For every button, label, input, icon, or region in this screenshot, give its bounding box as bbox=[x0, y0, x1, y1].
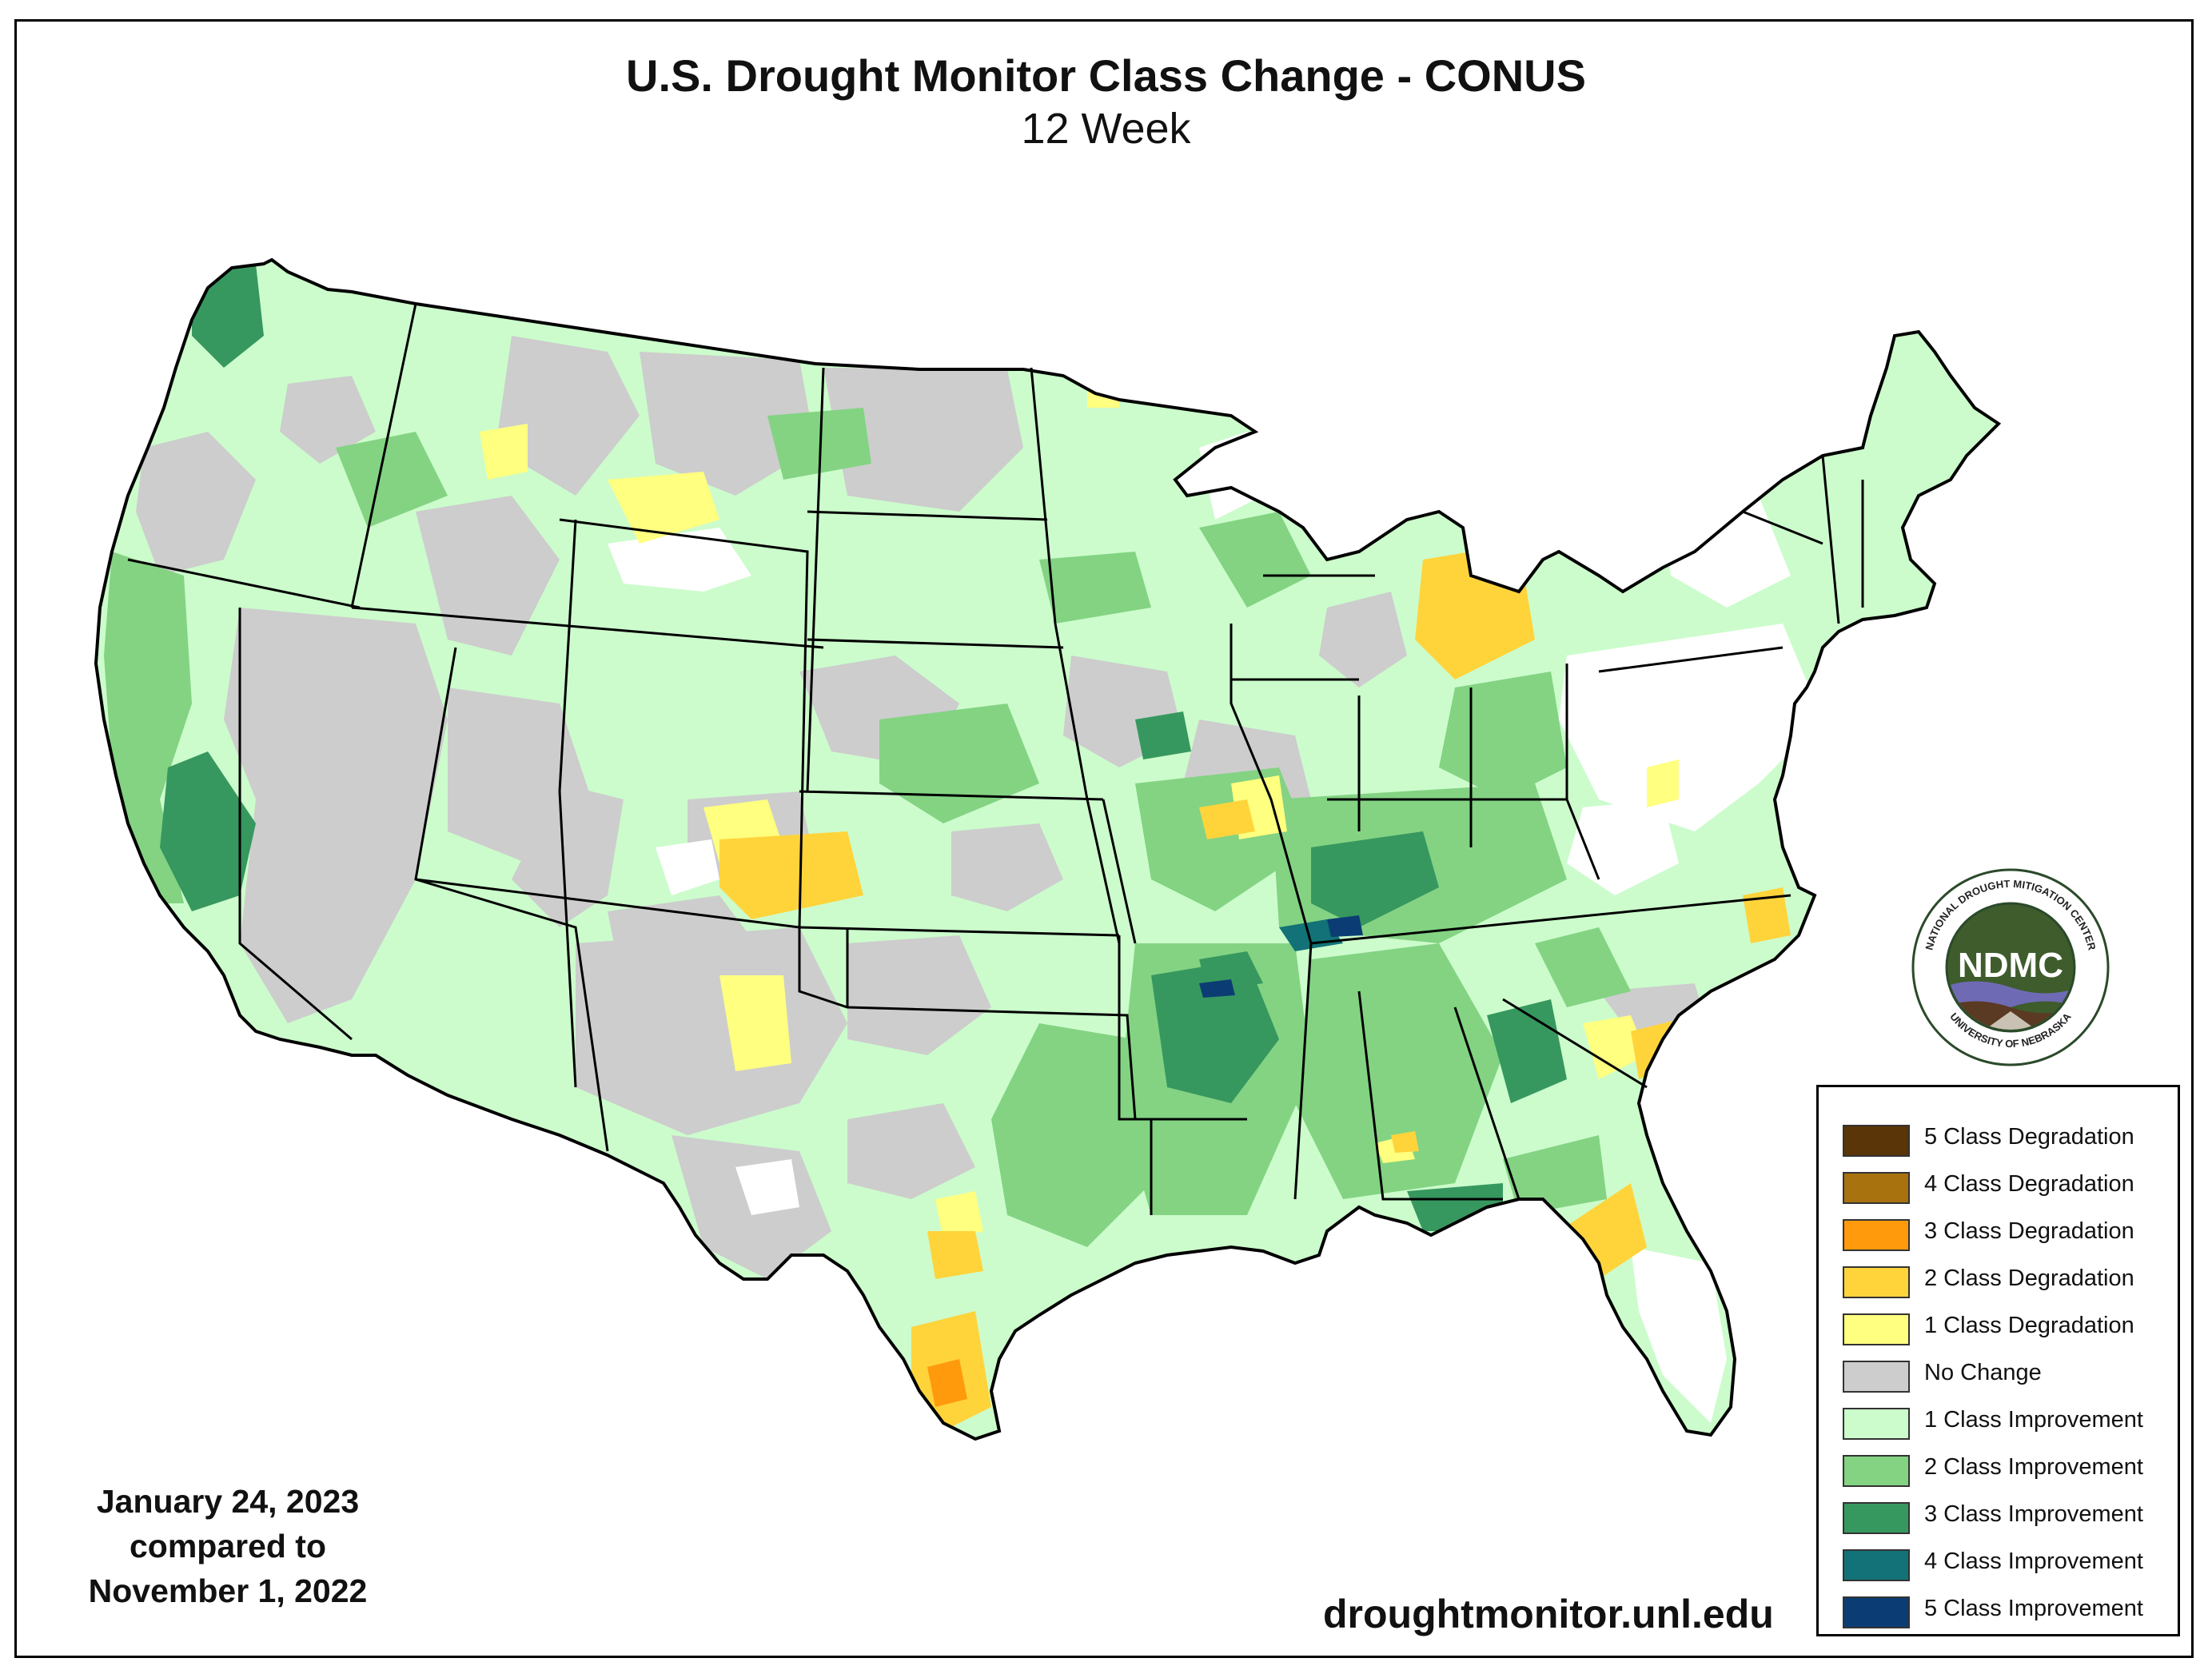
legend-label: 1 Class Degradation bbox=[1924, 1313, 2134, 1338]
baseline-date: November 1, 2022 bbox=[88, 1572, 368, 1609]
legend-label: 3 Class Degradation bbox=[1924, 1218, 2134, 1244]
legend-label: 2 Class Improvement bbox=[1924, 1454, 2143, 1480]
legend-item: 3 Class Degradation bbox=[1843, 1214, 2178, 1254]
map-title: U.S. Drought Monitor Class Change - CONU… bbox=[626, 50, 1586, 101]
legend-item: 1 Class Degradation bbox=[1843, 1308, 2178, 1348]
legend-swatch bbox=[1843, 1549, 1910, 1581]
legend-swatch bbox=[1843, 1266, 1910, 1298]
legend-label: 1 Class Improvement bbox=[1924, 1407, 2143, 1433]
legend-item: 5 Class Improvement bbox=[1843, 1591, 2178, 1631]
legend-swatch bbox=[1843, 1361, 1910, 1393]
legend-swatch bbox=[1843, 1596, 1910, 1628]
legend-item: 4 Class Improvement bbox=[1843, 1544, 2178, 1584]
current-date: January 24, 2023 bbox=[96, 1483, 360, 1520]
legend-swatch bbox=[1843, 1408, 1910, 1440]
legend-swatch bbox=[1843, 1172, 1910, 1204]
legend-label: 5 Class Improvement bbox=[1924, 1596, 2143, 1621]
legend-label: 2 Class Degradation bbox=[1924, 1265, 2134, 1291]
legend-item: No Change bbox=[1843, 1355, 2178, 1395]
legend-item: 2 Class Improvement bbox=[1843, 1449, 2178, 1489]
map-subtitle: 12 Week bbox=[1021, 105, 1191, 153]
four-five-class-improvement-regions bbox=[1199, 915, 1363, 998]
legend-swatch bbox=[1843, 1502, 1910, 1534]
one-class-degradation-regions bbox=[480, 376, 1679, 1239]
legend: 5 Class Degradation 4 Class Degradation 3 … bbox=[1816, 1085, 2180, 1636]
ndmc-logo: NDMC NATIONAL DROUGHT MITIGATION CENTER … bbox=[1911, 868, 2110, 1066]
legend-label: No Change bbox=[1924, 1360, 2042, 1385]
legend-item: 1 Class Improvement bbox=[1843, 1402, 2178, 1442]
three-class-degradation-regions bbox=[927, 1359, 967, 1407]
compared-to-label: compared to bbox=[129, 1528, 327, 1564]
website-url: droughtmonitor.unl.edu bbox=[1323, 1592, 1774, 1636]
legend-swatch bbox=[1843, 1313, 1910, 1345]
legend-label: 3 Class Improvement bbox=[1924, 1501, 2143, 1527]
legend-swatch bbox=[1843, 1125, 1910, 1157]
state-boundaries bbox=[94, 258, 2000, 1441]
legend-label: 5 Class Degradation bbox=[1924, 1124, 2134, 1150]
legend-label: 4 Class Improvement bbox=[1924, 1548, 2143, 1574]
legend-item: 5 Class Degradation bbox=[1843, 1119, 2178, 1159]
date-comparison: January 24, 2023 compared to November 1,… bbox=[44, 1479, 412, 1613]
legend-swatch bbox=[1843, 1455, 1910, 1487]
logo-acronym: NDMC bbox=[1958, 946, 2063, 985]
legend-item: 3 Class Improvement bbox=[1843, 1497, 2178, 1537]
legend-item: 4 Class Degradation bbox=[1843, 1166, 2178, 1206]
legend-swatch bbox=[1843, 1219, 1910, 1251]
legend-item: 2 Class Degradation bbox=[1843, 1261, 2178, 1301]
legend-label: 4 Class Degradation bbox=[1924, 1171, 2134, 1197]
